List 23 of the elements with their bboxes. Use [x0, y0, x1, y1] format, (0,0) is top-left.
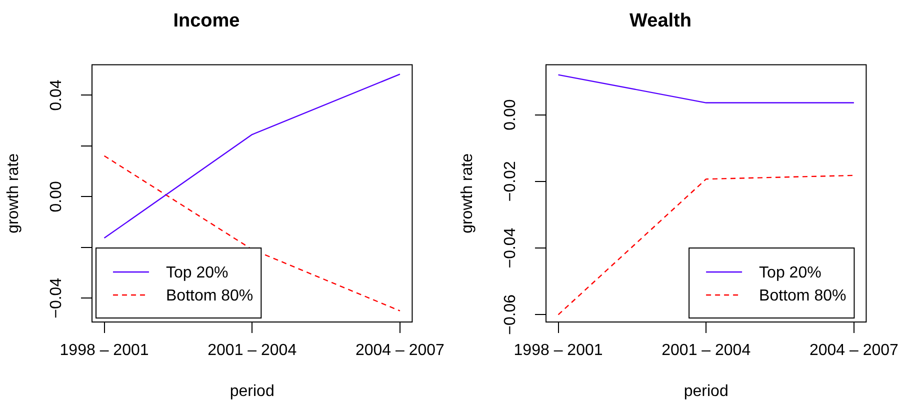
legend-label: Top 20% [166, 264, 228, 282]
x-axis-title: period [230, 382, 274, 400]
x-tick-label: 1998 – 2001 [60, 342, 149, 360]
y-tick-label: −0.04 [502, 228, 520, 268]
y-tick-label: 0.04 [48, 80, 66, 111]
legend-label: Top 20% [759, 264, 822, 282]
x-axis-title: period [684, 382, 728, 400]
y-tick-label: −0.02 [502, 161, 520, 202]
y-axis-title: growth rate [459, 153, 476, 234]
y-tick-label: −0.04 [48, 278, 66, 318]
x-tick-label: 2004 – 2007 [355, 342, 445, 360]
chart-title: Income [173, 10, 240, 32]
y-tick-label: 0.00 [48, 181, 66, 212]
y-tick-label: 0.00 [502, 99, 520, 130]
y-axis-title: growth rate [5, 153, 22, 234]
x-tick-label: 2001 – 2004 [662, 342, 751, 360]
y-tick-label: −0.06 [502, 294, 520, 335]
x-tick-label: 2004 – 2007 [809, 342, 899, 360]
chart-title: Wealth [630, 10, 692, 32]
legend-label: Bottom 80% [759, 287, 846, 304]
legend-label: Bottom 80% [166, 287, 254, 304]
x-tick-label: 2001 – 2004 [208, 342, 297, 360]
x-tick-label: 1998 – 2001 [514, 342, 603, 360]
